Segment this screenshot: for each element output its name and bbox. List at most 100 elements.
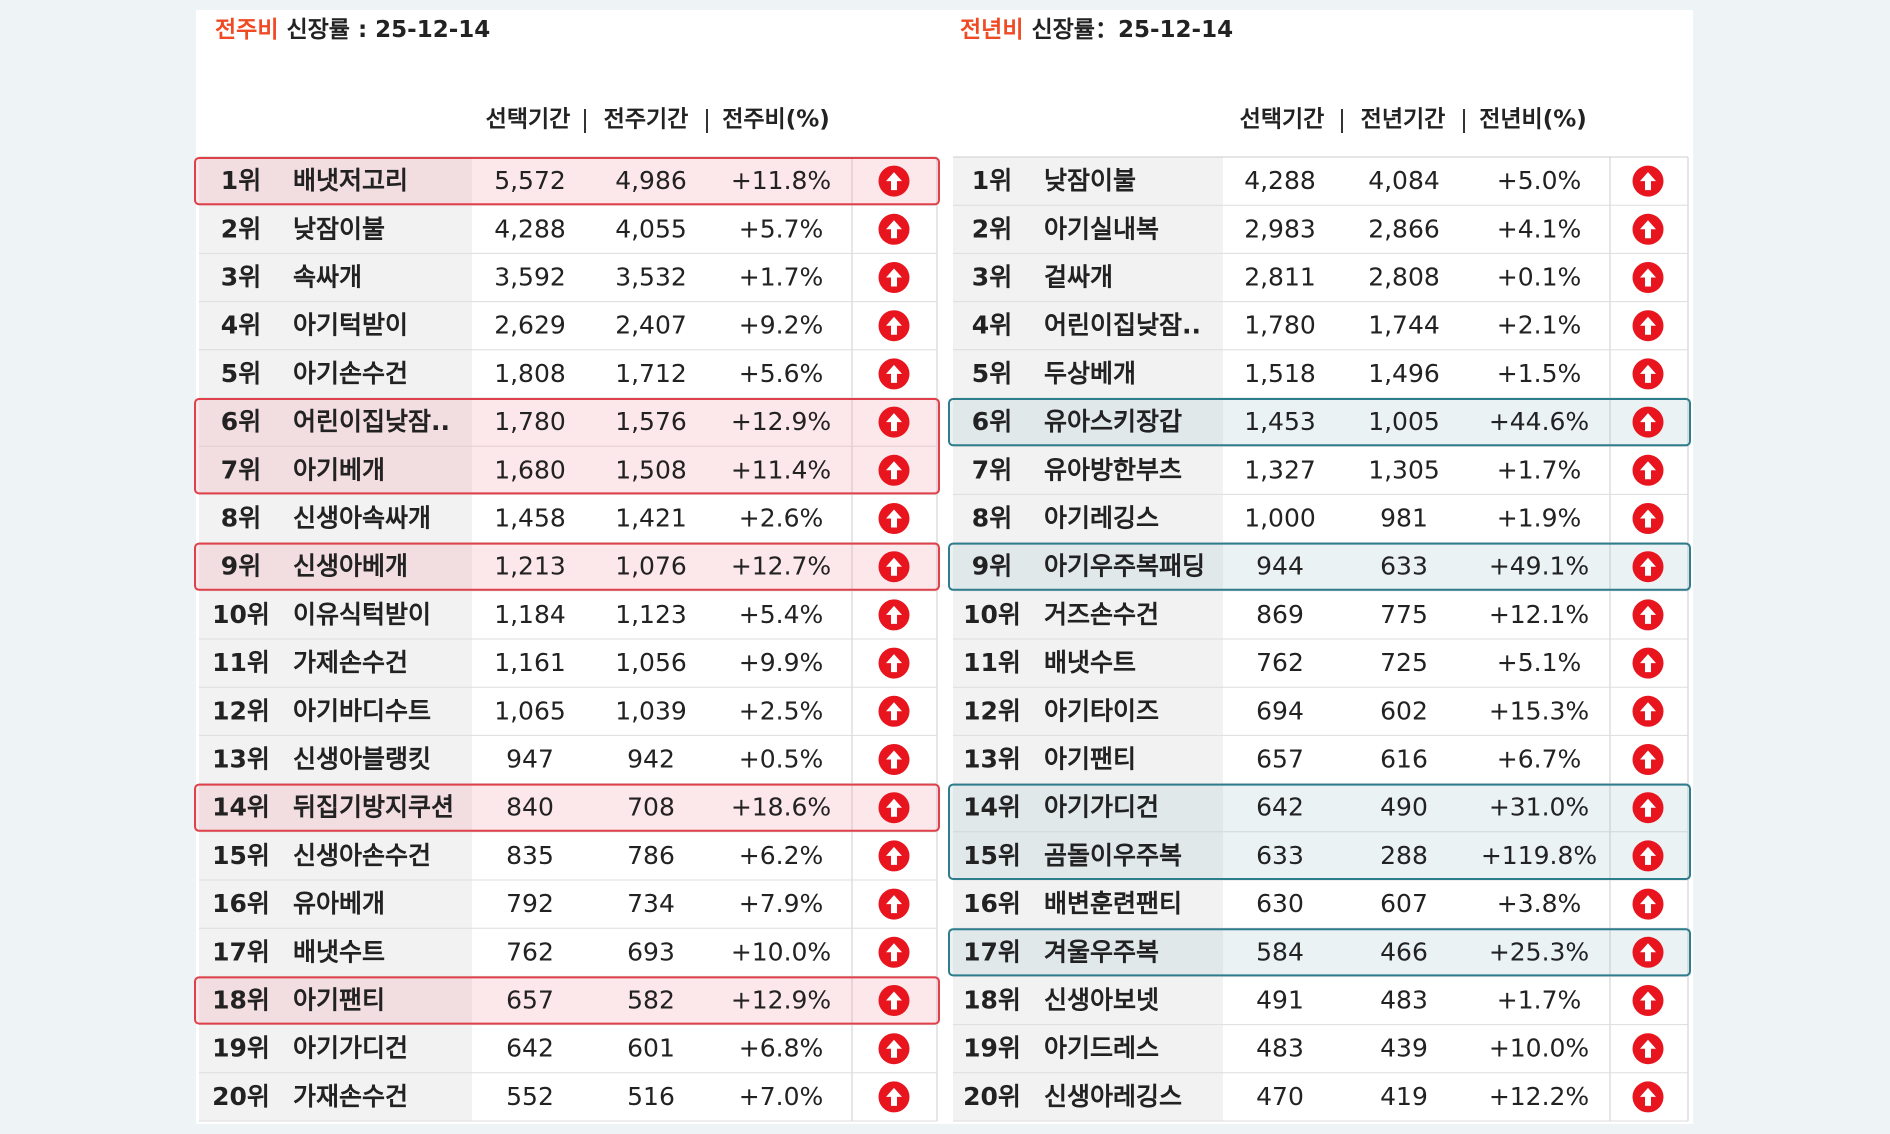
growth-rate: +5.7% <box>739 214 823 243</box>
up-arrow-icon <box>878 213 910 245</box>
previous-value: 1,421 <box>615 504 687 533</box>
selected-value: 1,161 <box>494 648 566 677</box>
growth-rate: +12.7% <box>731 552 831 581</box>
previous-value: 1,005 <box>1368 407 1440 436</box>
selected-value: 552 <box>506 1082 554 1111</box>
highlight-bg <box>195 399 939 494</box>
item-name: 아기베개 <box>293 455 385 484</box>
rank: 4위 <box>972 311 1012 340</box>
selected-value: 1,000 <box>1244 504 1316 533</box>
item-name: 아기타이즈 <box>1044 696 1159 725</box>
previous-value: 734 <box>627 889 675 918</box>
growth-rate: +5.1% <box>1497 648 1581 677</box>
rank: 11위 <box>212 648 270 677</box>
item-name: 아기턱받이 <box>293 311 408 340</box>
rank: 5위 <box>221 359 261 388</box>
growth-rate: +9.2% <box>739 311 823 340</box>
rank: 14위 <box>212 793 270 822</box>
growth-rate: +6.8% <box>739 1034 823 1063</box>
selected-value: 630 <box>1256 889 1304 918</box>
growth-rate: +6.2% <box>739 841 823 870</box>
rank: 13위 <box>963 745 1021 774</box>
item-name: 아기실내복 <box>1044 214 1159 243</box>
growth-rate: +15.3% <box>1489 696 1589 725</box>
previous-value: 1,744 <box>1368 311 1440 340</box>
item-name: 겉싸개 <box>1044 263 1113 292</box>
growth-rate: +2.1% <box>1497 311 1581 340</box>
up-arrow-icon <box>1632 310 1664 342</box>
previous-value: 1,576 <box>615 407 687 436</box>
rank: 20위 <box>963 1082 1021 1111</box>
highlight-bg <box>949 784 1690 879</box>
highlight-border <box>194 976 940 1025</box>
previous-value: 2,808 <box>1368 263 1440 292</box>
column-header: 선택기간 <box>1240 107 1325 133</box>
selected-value: 642 <box>1256 793 1304 822</box>
selected-value: 2,983 <box>1244 214 1316 243</box>
rank: 1위 <box>972 166 1012 195</box>
item-name: 배변훈련팬티 <box>1044 889 1182 918</box>
previous-value: 616 <box>1380 745 1428 774</box>
previous-value: 786 <box>627 841 675 870</box>
item-name: 배냇수트 <box>293 937 385 966</box>
growth-rate: +10.0% <box>1489 1034 1589 1063</box>
up-arrow-icon <box>878 262 910 293</box>
growth-rate: +0.5% <box>739 745 823 774</box>
up-arrow-icon <box>1632 454 1664 486</box>
item-name: 신생아속싸개 <box>293 504 431 533</box>
item-name: 가제손수건 <box>293 648 408 677</box>
rank: 8위 <box>221 504 261 533</box>
item-name: 아기드레스 <box>1044 1034 1159 1063</box>
growth-rate: +6.7% <box>1497 745 1581 774</box>
selected-value: 2,811 <box>1244 263 1316 292</box>
growth-rate: +2.6% <box>739 504 823 533</box>
item-name: 낮잠이불 <box>1044 166 1136 195</box>
up-arrow-icon <box>878 1081 910 1113</box>
highlight-bg <box>195 158 939 205</box>
rank: 11위 <box>963 648 1021 677</box>
previous-value: 1,305 <box>1368 455 1440 484</box>
selected-value: 1,213 <box>494 552 566 581</box>
selected-value: 947 <box>506 745 554 774</box>
previous-value: 1,076 <box>615 552 687 581</box>
highlight-bg <box>195 977 939 1024</box>
growth-rate: +31.0% <box>1489 793 1589 822</box>
rank: 17위 <box>963 937 1021 966</box>
previous-value: 607 <box>1380 889 1428 918</box>
item-name: 신생아블랭킷 <box>293 745 431 774</box>
rank: 6위 <box>972 407 1012 436</box>
item-name: 겨울우주복 <box>1044 937 1159 966</box>
selected-value: 835 <box>506 841 554 870</box>
highlight-bg <box>949 399 1690 446</box>
selected-value: 657 <box>1256 745 1304 774</box>
rank: 1위 <box>221 166 261 195</box>
highlight-bg <box>949 543 1690 590</box>
item-name: 아기가디건 <box>1044 793 1159 822</box>
item-name: 유아베개 <box>293 889 385 918</box>
up-arrow-icon <box>878 599 910 631</box>
up-arrow-icon <box>878 406 910 438</box>
up-arrow-icon <box>1632 840 1664 872</box>
growth-rate: +2.5% <box>739 696 823 725</box>
rank: 20위 <box>212 1082 270 1111</box>
selected-value: 642 <box>506 1034 554 1063</box>
item-name: 어린이집낮잠.. <box>1044 311 1201 340</box>
previous-value: 288 <box>1380 841 1428 870</box>
rank: 15위 <box>963 841 1021 870</box>
up-arrow-icon <box>878 936 910 968</box>
growth-rate: +11.4% <box>731 455 831 484</box>
item-name: 유아방한부츠 <box>1044 455 1182 484</box>
selected-value: 1,780 <box>494 407 566 436</box>
highlight-border <box>948 783 1691 880</box>
item-name: 유아스키장갑 <box>1044 407 1182 436</box>
up-arrow-icon <box>878 695 910 727</box>
up-arrow-icon <box>878 165 910 197</box>
up-arrow-icon <box>878 840 910 872</box>
rank: 5위 <box>972 359 1012 388</box>
selected-value: 3,592 <box>494 263 566 292</box>
selected-value: 657 <box>506 986 554 1015</box>
rank: 19위 <box>212 1034 270 1063</box>
previous-value: 1,039 <box>615 696 687 725</box>
growth-rate: +5.4% <box>739 600 823 629</box>
rank: 16위 <box>212 889 270 918</box>
